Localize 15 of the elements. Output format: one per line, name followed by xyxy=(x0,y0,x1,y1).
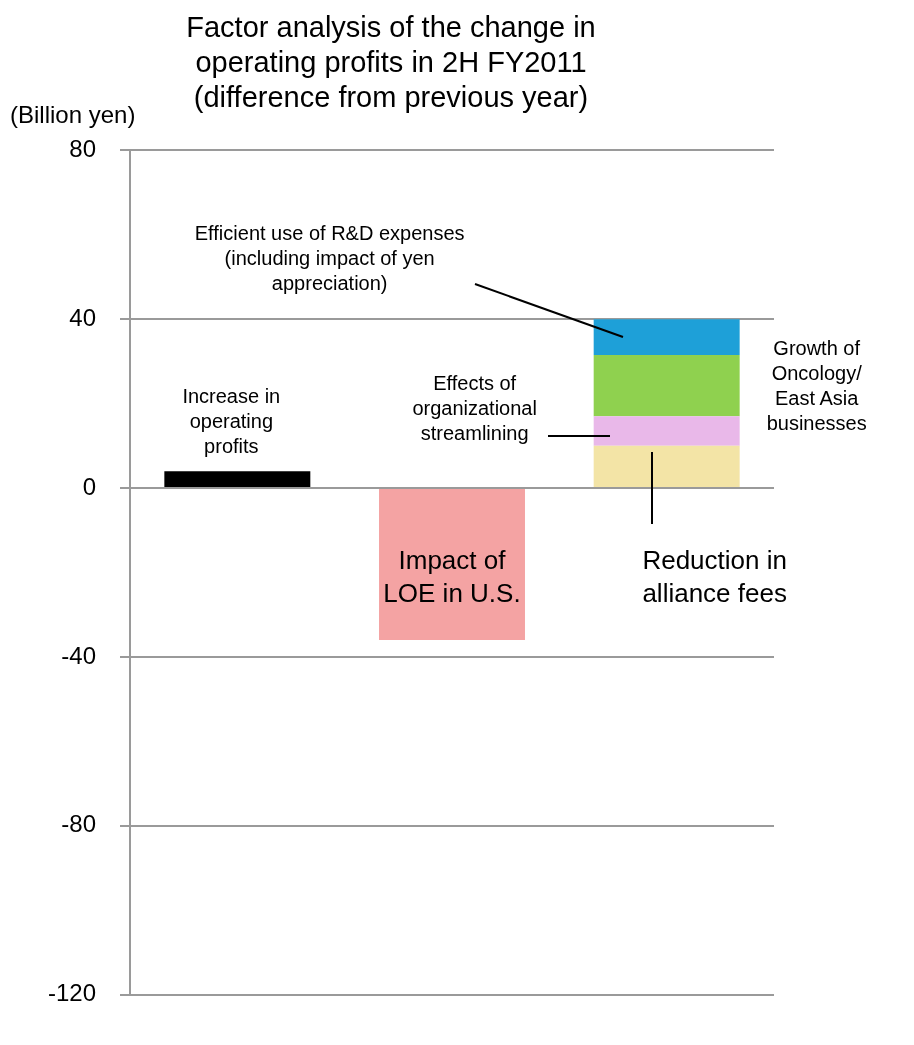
y-tick-label: -80 xyxy=(61,810,96,838)
series-label: Growth of Oncology/ East Asia businesses xyxy=(766,336,867,434)
text: Reduction in alliance fees xyxy=(642,545,787,608)
y-tick-label: 40 xyxy=(69,303,96,331)
y-axis-title: (Billion yen) xyxy=(10,101,136,129)
chart-title: Factor analysis of the change in operating profits in 2H FY2011 xyxy=(186,11,596,79)
y-tick-label: 0 xyxy=(82,472,96,500)
text: Effects of organizational streamlining xyxy=(412,371,537,444)
series-label: Impact of LOE in U.S. xyxy=(383,545,521,608)
y-tick-label: -40 xyxy=(61,641,96,669)
chart-subtitle: (difference from previous year) xyxy=(193,81,589,113)
series-label: Increase in operating profits xyxy=(182,384,281,457)
y-tick-label: 80 xyxy=(69,135,96,163)
y-tick-label: -120 xyxy=(47,979,96,1007)
text: Efficient use of R&D expenses (including impact of yen appreciation) xyxy=(194,221,465,294)
